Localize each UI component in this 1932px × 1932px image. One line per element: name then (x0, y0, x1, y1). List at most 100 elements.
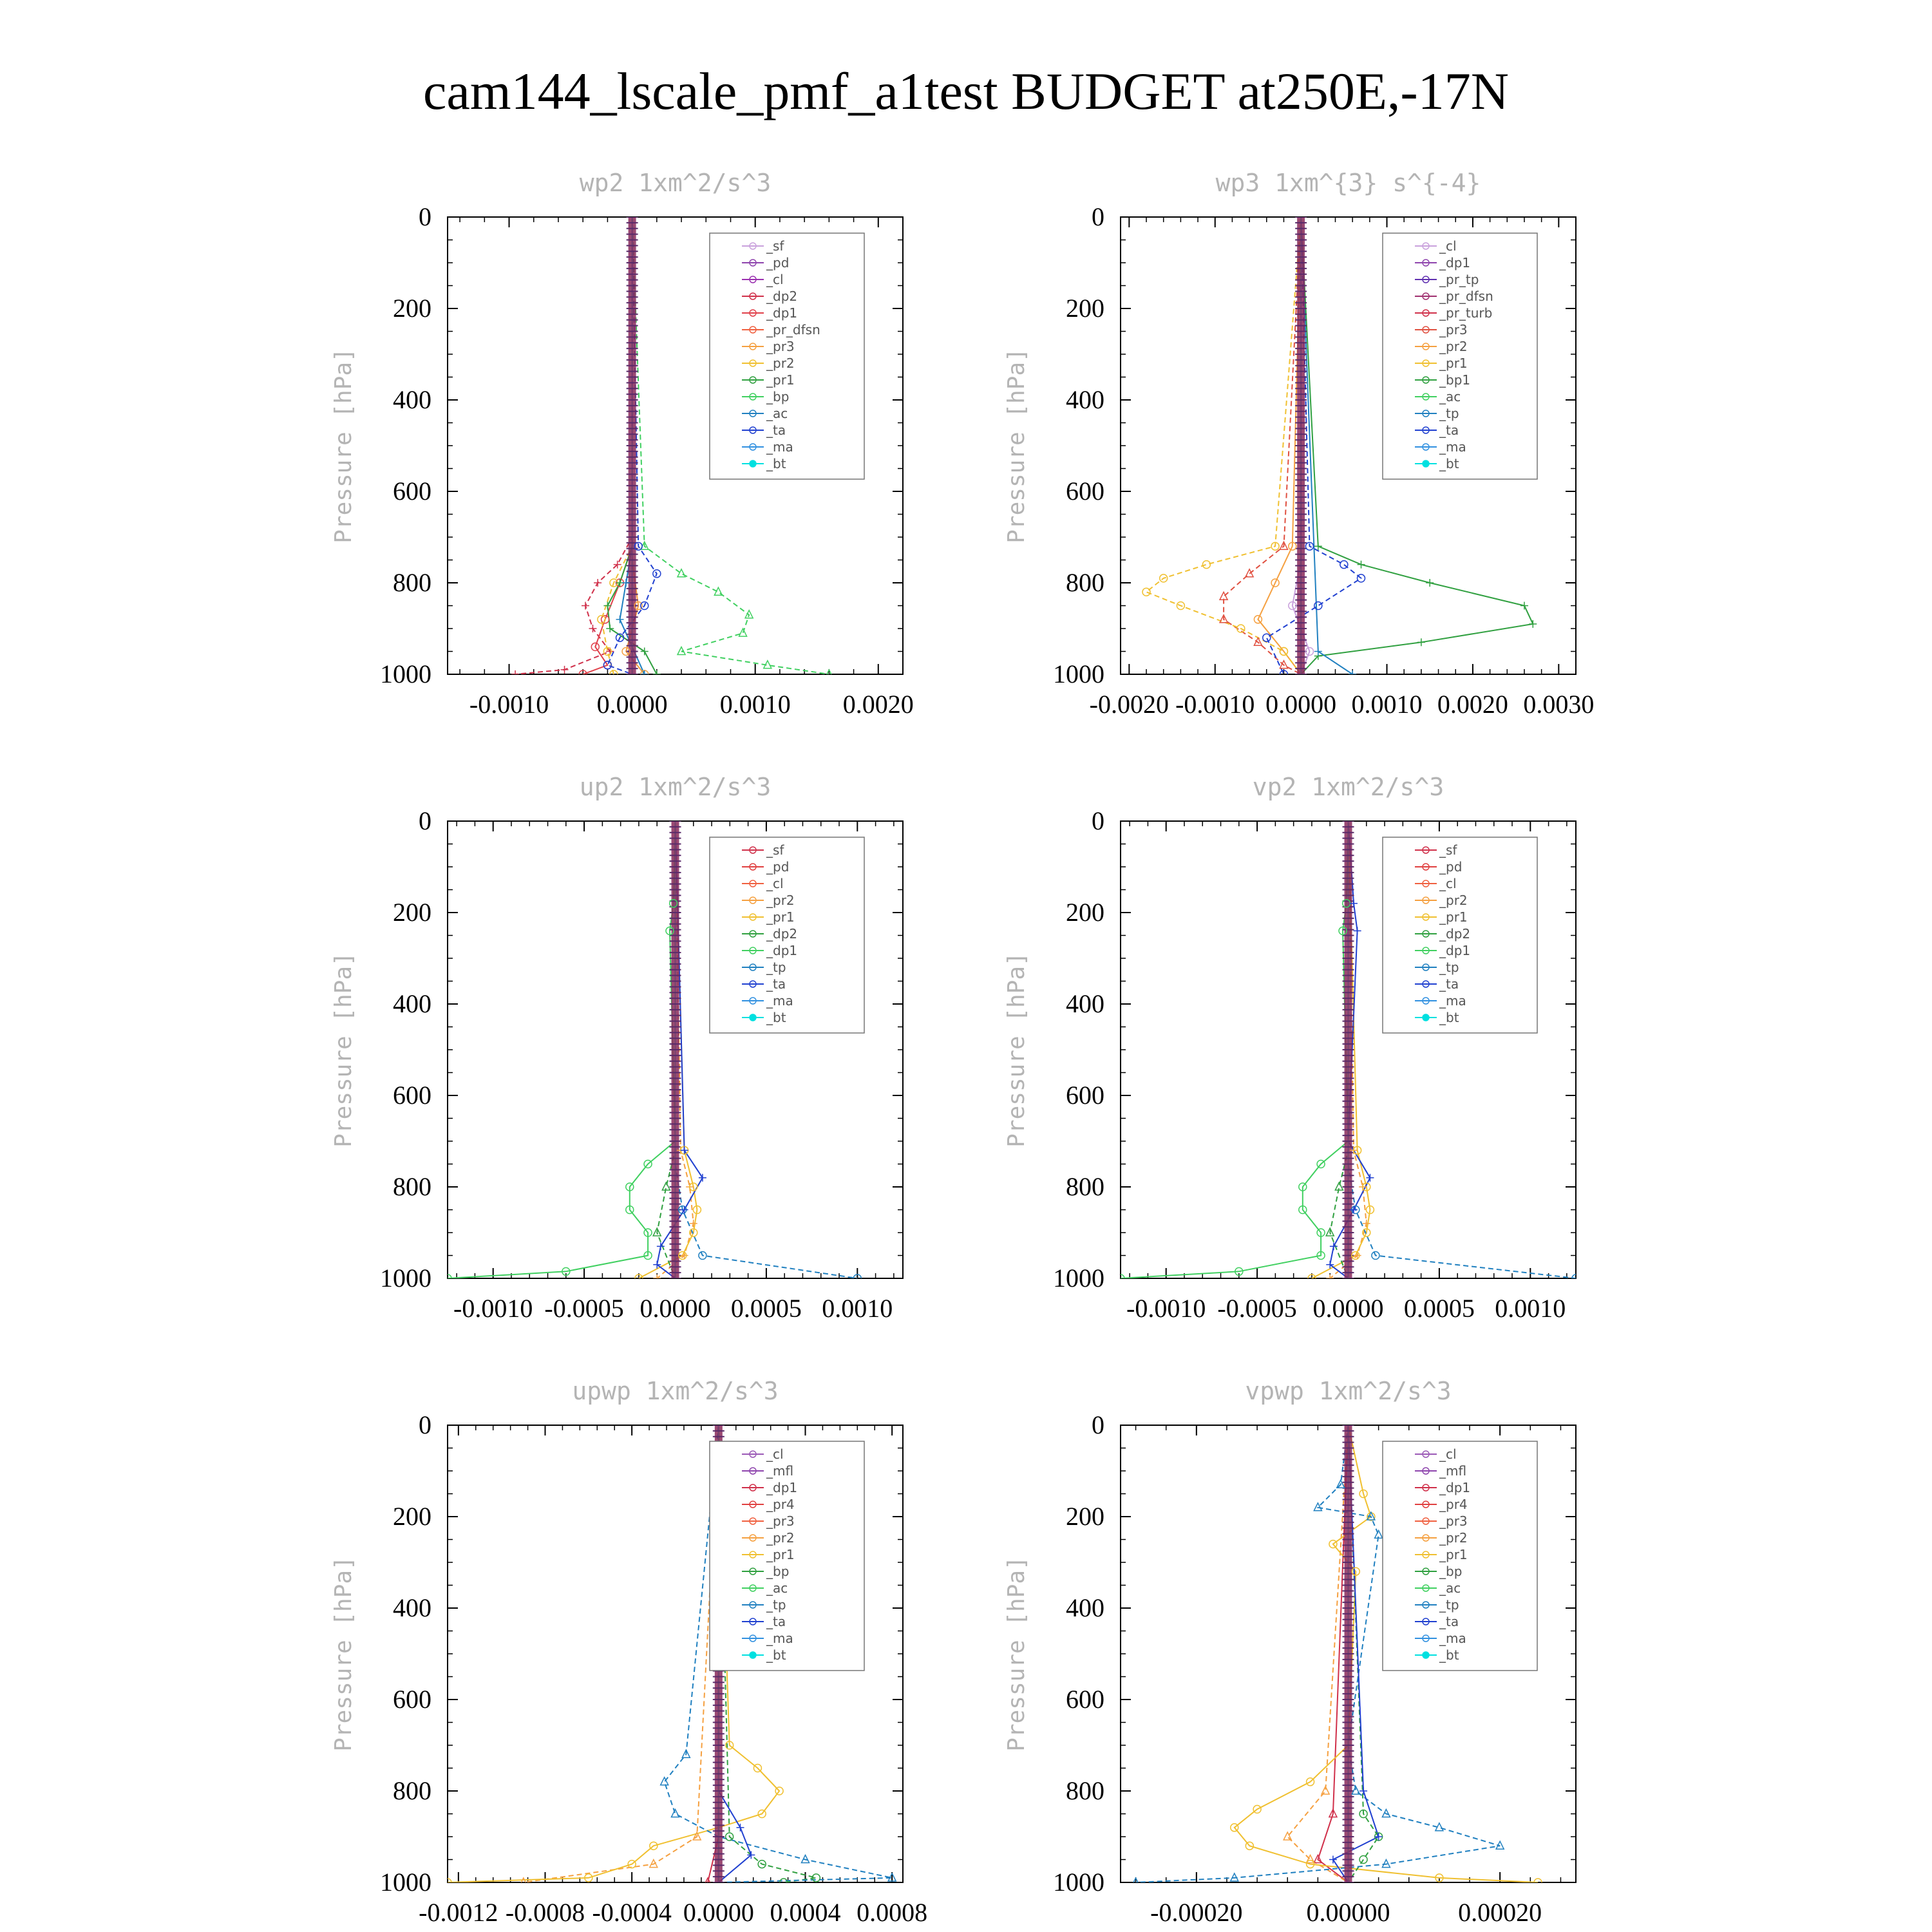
series-line-dp1 (1317, 1425, 1349, 1882)
x-tick-label: -0.0008 (506, 1898, 585, 1927)
marker-dp1 (1316, 1159, 1325, 1169)
y-tick-label: 600 (1066, 1081, 1104, 1110)
legend-marker (749, 1501, 757, 1508)
y-tick-label: 1000 (1053, 659, 1104, 688)
series-line-pr1 (638, 821, 698, 1278)
marker-tp (1495, 1840, 1505, 1850)
y-tick-label: 400 (393, 385, 431, 414)
legend-marker (749, 242, 757, 250)
legend-label: _cl (1439, 876, 1457, 891)
marker-pr1 (689, 1182, 698, 1191)
x-tick-label: -0.0012 (419, 1898, 498, 1927)
x-tick-label: -0.0005 (544, 1294, 623, 1323)
legend-marker (1422, 242, 1430, 250)
marker-pr1 (634, 1274, 643, 1278)
legend-marker (1422, 426, 1430, 434)
x-tick-label: 0.0000 (683, 1898, 754, 1927)
y-axis-label: Pressure [hPa] (330, 1556, 357, 1751)
x-tick-label: 0.0000 (1313, 1294, 1384, 1323)
legend-label: _pr2 (1439, 339, 1468, 354)
marker-pr3 (621, 647, 630, 656)
legend-marker (749, 292, 757, 300)
series-line-pr3 (1223, 217, 1302, 674)
marker-bp (744, 609, 754, 619)
x-tick-label: 0.0010 (1352, 690, 1423, 719)
chart-panel-4: vp2 1xm^2/s^3 Pressure [hPa] 0 200 400 600 800… (1003, 773, 1577, 1323)
marker-pr3 (1279, 659, 1289, 669)
x-tick-label: -0.0020 (1090, 690, 1169, 719)
legend-label: _tp (1439, 1597, 1459, 1613)
marker-pr1 (692, 1205, 702, 1215)
plot-area (448, 821, 862, 1278)
marker-pr1 (1202, 560, 1211, 569)
x-tick-label: 0.0000 (640, 1294, 711, 1323)
legend-label: _pr_dfsn (1439, 289, 1493, 304)
legend-label: _mfl (1439, 1463, 1466, 1479)
legend-label: _ta (766, 422, 786, 438)
marker-bp (1359, 1855, 1368, 1864)
marker-tp (1366, 1511, 1376, 1520)
legend-label: _mfl (766, 1463, 793, 1479)
legend-label: _ta (766, 1614, 786, 1629)
y-tick-label: 0 (419, 202, 431, 231)
x-tick-label: -0.0010 (453, 1294, 533, 1323)
legend-label: _sf (1439, 842, 1457, 858)
plot-area (1142, 217, 1537, 674)
marker-pr1 (1307, 1274, 1316, 1278)
marker-pr2 (1288, 542, 1297, 551)
marker-pr1 (1279, 647, 1289, 656)
marker-dp2 (661, 1181, 671, 1191)
legend-label: _pr1 (1439, 355, 1468, 371)
marker-pr2 (1283, 1831, 1293, 1841)
legend-label: _dp1 (1439, 1480, 1470, 1495)
marker-dp1 (1328, 1808, 1338, 1818)
legend-box (709, 837, 865, 1034)
legend-box (709, 1441, 865, 1671)
marker-bp (676, 568, 687, 578)
legend-label: _pr2 (766, 893, 795, 908)
marker-pr2 (1253, 615, 1263, 624)
legend-marker (749, 326, 757, 334)
legend-marker (1422, 863, 1430, 871)
marker-tp (1336, 1479, 1345, 1489)
marker-tp (1434, 1822, 1444, 1832)
y-axis-label: Pressure [hPa] (330, 952, 357, 1147)
marker-ta (1356, 574, 1366, 583)
marker-tp (698, 1251, 707, 1260)
legend-label: _bt (1439, 1647, 1459, 1663)
marker-tp (1381, 1858, 1391, 1868)
legend-marker (749, 947, 757, 954)
legend-marker (749, 1651, 757, 1659)
legend-marker (749, 1517, 757, 1525)
y-tick-label: 400 (1066, 385, 1104, 414)
marker-cl (1288, 601, 1297, 611)
legend-label: _ta (1439, 422, 1459, 438)
x-tick-label: 0.0010 (1495, 1294, 1566, 1323)
legend-label: _dp1 (766, 943, 797, 958)
series-line-pr2 (523, 1425, 719, 1882)
series-line-bp (631, 217, 829, 674)
marker-pr1 (1176, 601, 1186, 611)
series-line-ta (1265, 217, 1363, 674)
legend-label: _ma (766, 439, 793, 455)
legend-marker (749, 1618, 757, 1625)
marker-dp1 (1338, 926, 1347, 936)
legend-label: _pr2 (766, 355, 795, 371)
legend-label: _pr2 (766, 1530, 795, 1546)
marker-bp (779, 1878, 788, 1882)
legend-box (709, 232, 865, 480)
marker-bp (714, 586, 723, 596)
marker-bp (762, 659, 773, 669)
legend-marker (749, 309, 757, 317)
y-tick-label: 200 (393, 294, 431, 323)
marker-bp (738, 627, 748, 637)
marker-ta (1305, 542, 1314, 551)
legend-label: _bt (766, 1010, 786, 1025)
y-tick-label: 1000 (1053, 1868, 1104, 1897)
marker-pr1 (649, 1841, 658, 1850)
y-tick-label: 800 (1066, 1776, 1104, 1805)
legend-box (1382, 837, 1538, 1034)
legend-marker (1422, 1484, 1430, 1492)
legend-marker (1422, 930, 1430, 938)
marker-tp (1351, 1785, 1361, 1795)
